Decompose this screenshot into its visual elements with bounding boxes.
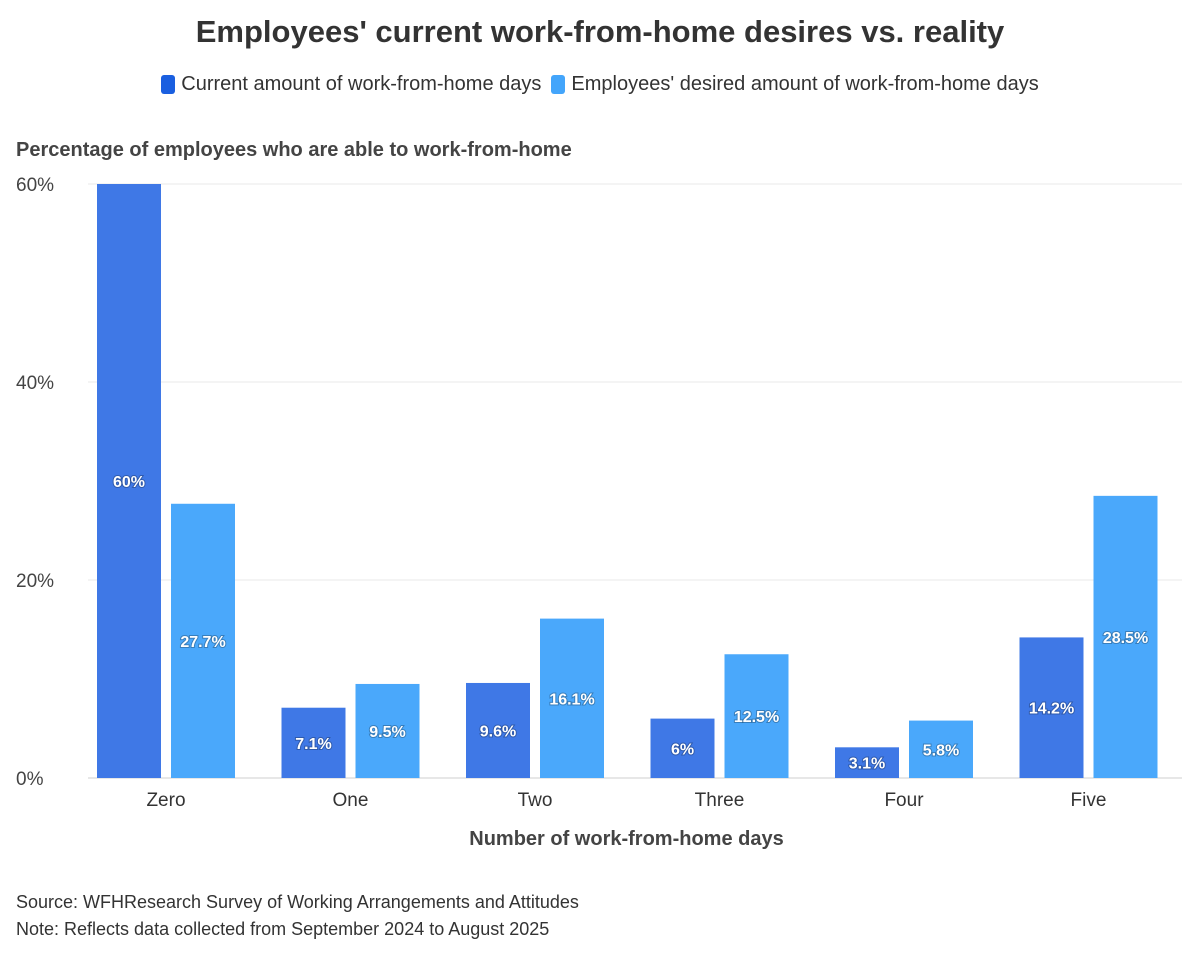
bar <box>1093 495 1158 778</box>
data-label: 14.2% <box>1029 701 1074 718</box>
x-tick-label: One <box>333 790 369 811</box>
legend-item-current: Current amount of work-from-home days <box>161 73 541 96</box>
bar <box>650 718 715 778</box>
data-label: 16.1% <box>549 691 594 708</box>
data-label: 9.5% <box>369 724 405 741</box>
bar <box>281 707 346 778</box>
x-tick-label: Five <box>1071 790 1107 811</box>
footer: Source: WFHResearch Survey of Working Ar… <box>16 889 579 943</box>
bar <box>466 682 530 778</box>
x-axis-title: Number of work-from-home days <box>469 828 784 850</box>
bar <box>540 618 604 778</box>
x-tick-label: Zero <box>146 790 185 811</box>
legend-label-desired: Employees' desired amount of work-from-h… <box>571 73 1039 95</box>
bar <box>171 503 235 778</box>
source-note: Source: WFHResearch Survey of Working Ar… <box>16 892 579 912</box>
bar <box>1019 637 1084 778</box>
y-tick-label: 40% <box>16 373 54 394</box>
x-tick-label: Three <box>695 790 745 811</box>
data-label: 60% <box>113 474 145 491</box>
legend-swatch-current <box>161 75 176 94</box>
data-label: 27.7% <box>180 634 225 651</box>
data-label: 12.5% <box>734 709 779 726</box>
data-label: 9.6% <box>480 723 516 740</box>
y-tick-label: 0% <box>16 769 44 790</box>
legend: Current amount of work-from-home days Em… <box>0 73 1200 96</box>
bar <box>355 683 420 778</box>
bar <box>835 747 899 778</box>
y-tick-label: 20% <box>16 571 54 592</box>
bar-chart: 0% 20% 40% 60% 60% 27.7% Zero 7.1% 9.5% One 9.6% 16… <box>16 175 1182 811</box>
data-label: 28.5% <box>1103 630 1148 647</box>
legend-swatch-desired <box>551 75 566 94</box>
data-label: 6% <box>671 741 694 758</box>
bar <box>724 654 789 778</box>
bar <box>97 184 161 778</box>
data-label: 5.8% <box>923 742 959 759</box>
data-label: 7.1% <box>295 736 331 753</box>
data-note: Note: Reflects data collected from Septe… <box>16 919 550 939</box>
x-tick-label: Two <box>518 790 553 811</box>
legend-item-desired: Employees' desired amount of work-from-h… <box>551 73 1039 96</box>
y-tick-label: 60% <box>16 175 54 196</box>
data-label: 3.1% <box>849 756 885 773</box>
legend-label-current: Current amount of work-from-home days <box>181 73 542 95</box>
y-axis-title: Percentage of employees who are able to … <box>16 139 572 161</box>
x-tick-label: Four <box>884 790 924 811</box>
bar <box>909 720 973 778</box>
chart-title: Employees' current work-from-home desire… <box>195 14 1005 49</box>
